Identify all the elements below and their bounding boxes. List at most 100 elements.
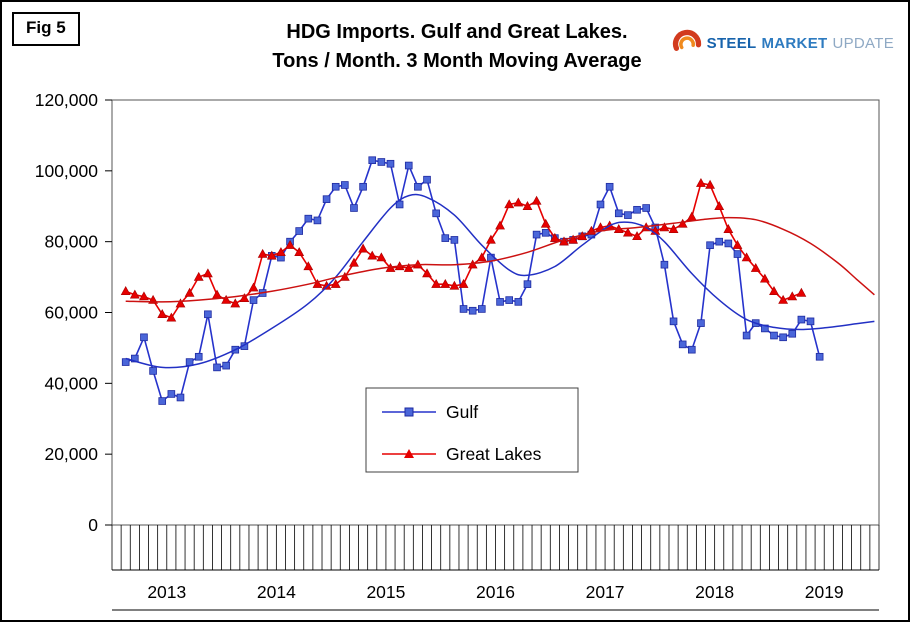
- gulf-series-marker: [505, 296, 513, 304]
- legend-label: Great Lakes: [446, 444, 542, 464]
- y-axis-label: 40,000: [44, 373, 98, 393]
- great-lakes-series-marker: [358, 243, 369, 253]
- great-lakes-series-marker: [120, 286, 131, 295]
- great-lakes-series-marker: [449, 280, 460, 290]
- gulf-series-marker: [194, 352, 203, 361]
- legend-marker-triangle: [404, 449, 414, 458]
- chart-title-line1: HDG Imports. Gulf and Great Lakes.: [286, 21, 628, 43]
- y-axis-label: 20,000: [44, 444, 98, 464]
- gulf-series-marker: [815, 352, 824, 361]
- gulf-series-marker: [779, 333, 787, 342]
- great-lakes-series-marker: [540, 218, 551, 228]
- great-lakes-series-marker: [266, 250, 277, 260]
- gulf-series-marker: [688, 345, 696, 354]
- great-lakes-series-marker: [440, 278, 451, 288]
- gulf-series-marker: [414, 182, 422, 191]
- gulf-series-marker: [167, 390, 176, 398]
- great-lakes-series-marker: [787, 291, 798, 301]
- great-lakes-series-marker: [239, 293, 250, 303]
- great-lakes-series-marker: [632, 231, 642, 241]
- great-lakes-series-marker: [202, 268, 213, 278]
- great-lakes-series-marker: [330, 278, 341, 288]
- gulf-series-marker: [706, 241, 714, 250]
- great-lakes-series-marker: [285, 239, 295, 249]
- legend-box: [365, 387, 579, 473]
- great-lakes-series-marker: [741, 252, 752, 262]
- gulf-series-marker: [605, 182, 614, 191]
- gulf-series-marker: [514, 298, 523, 306]
- great-lakes-series-marker: [705, 179, 715, 189]
- gulf-series-marker: [441, 234, 450, 242]
- y-axis-label: 0: [88, 515, 98, 535]
- gulf-series-marker: [213, 363, 221, 372]
- gulf-series-marker: [350, 204, 358, 212]
- gulf-series-marker: [669, 317, 678, 326]
- gulf-series-marker: [432, 209, 440, 218]
- gulf-series-marker: [185, 358, 194, 366]
- great-lakes-series-marker: [248, 282, 259, 292]
- figure-label: Fig 5: [12, 12, 80, 46]
- gulf-trend-line: [125, 193, 875, 369]
- year-label: 2015: [366, 582, 405, 602]
- great-lakes-series-marker: [513, 197, 524, 207]
- great-lakes-series-marker: [303, 261, 314, 271]
- great-lakes-series-marker: [668, 224, 679, 233]
- gulf-series-marker: [697, 319, 705, 327]
- gulf-series-marker: [660, 260, 669, 269]
- great-lakes-series-marker: [778, 294, 789, 304]
- year-label: 2013: [147, 582, 186, 602]
- gulf-series-marker: [742, 331, 751, 340]
- logo-word-market: MARKET: [761, 34, 828, 52]
- great-lakes-series-marker: [175, 298, 186, 308]
- great-lakes-series-marker: [504, 199, 515, 209]
- gulf-series-marker: [341, 181, 349, 189]
- great-lakes-series-marker: [568, 234, 579, 244]
- gulf-series-marker: [304, 214, 313, 223]
- great-lakes-series-marker: [723, 224, 734, 233]
- gulf-series-marker: [377, 158, 386, 166]
- gulf-series-marker: [633, 205, 641, 214]
- gulf-series-marker: [724, 239, 733, 248]
- gulf-series-marker: [715, 237, 724, 246]
- great-lakes-series-marker: [750, 263, 761, 272]
- year-label: 2016: [476, 582, 515, 602]
- gulf-series-marker: [806, 317, 815, 326]
- year-label: 2019: [805, 582, 844, 602]
- great-lakes-series-marker: [522, 201, 533, 210]
- great-lakes-series-marker: [696, 178, 706, 187]
- gulf-series-marker: [386, 159, 395, 168]
- great-lakes-series-marker: [184, 287, 195, 297]
- great-lakes-series-marker: [349, 257, 359, 267]
- gulf-series-marker: [331, 182, 340, 191]
- gulf-series-marker: [541, 229, 550, 237]
- y-axis-label: 120,000: [35, 90, 99, 110]
- great-lakes-series-marker: [157, 309, 168, 318]
- great-lakes-series-marker: [531, 195, 542, 205]
- gulf-series-marker: [532, 230, 541, 239]
- great-lakes-series-marker: [476, 252, 487, 262]
- y-axis-label: 100,000: [35, 161, 99, 181]
- gulf-series-marker: [295, 227, 303, 235]
- gulf-series-marker: [523, 280, 532, 288]
- gulf-series-marker: [624, 211, 632, 219]
- gulf-series-marker: [797, 315, 806, 324]
- smu-logo: STEEL MARKET UPDATE: [672, 28, 894, 58]
- gulf-series-marker: [770, 331, 778, 340]
- gulf-series-marker: [450, 236, 459, 244]
- gulf-series-marker: [496, 298, 504, 306]
- y-axis-label: 60,000: [44, 303, 98, 323]
- great-lakes-series-marker: [732, 239, 743, 249]
- great-lakes-series-marker: [659, 222, 670, 232]
- great-lakes-series-marker: [221, 294, 232, 304]
- gulf-series-marker: [149, 367, 157, 375]
- great-lakes-series-marker: [257, 248, 268, 258]
- gulf-series-marker: [459, 305, 468, 313]
- legend-label: Gulf: [446, 402, 478, 422]
- year-label: 2014: [257, 582, 296, 602]
- great-lakes-series-marker: [431, 278, 442, 288]
- great-lakes-series-marker: [714, 201, 725, 210]
- gulf-series-marker: [322, 195, 331, 203]
- great-lakes-series-marker: [403, 263, 414, 272]
- great-lakes-series-marker: [458, 278, 469, 288]
- gulf-series-marker: [204, 310, 212, 319]
